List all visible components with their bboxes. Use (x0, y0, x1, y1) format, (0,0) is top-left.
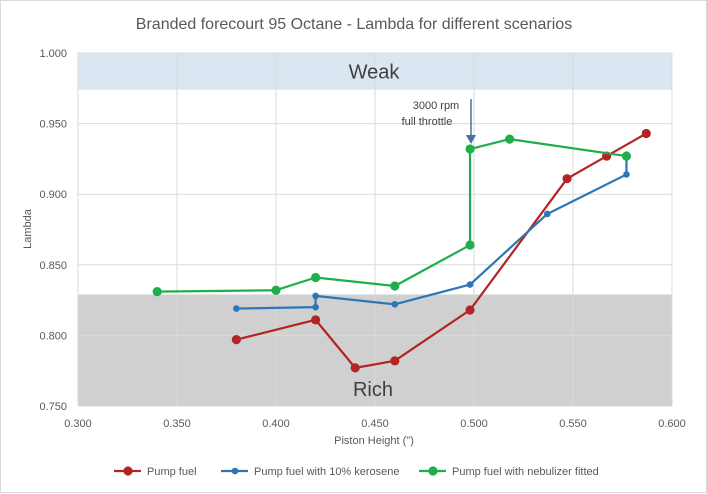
data-point (152, 287, 162, 297)
data-point (562, 174, 572, 184)
x-tick-label: 0.550 (559, 418, 587, 430)
x-tick-label: 0.300 (64, 418, 92, 430)
data-point (543, 210, 551, 218)
data-point (641, 128, 651, 139)
band-label-rich: Rich (353, 379, 393, 401)
data-point (623, 171, 630, 178)
y-axis-title: Lambda (22, 208, 34, 249)
legend: Pump fuel Pump fuel with 10% kerosene Pump… (114, 466, 599, 478)
y-tick-label: 0.850 (39, 260, 67, 272)
y-tick-label: 0.900 (39, 189, 67, 201)
series-line (236, 132, 647, 369)
y-tick-label: 0.800 (39, 330, 67, 342)
series-layer (152, 128, 651, 373)
series-0 (231, 128, 651, 373)
data-point (350, 363, 360, 373)
band-label-weak: Weak (349, 61, 401, 83)
x-tick-label: 0.600 (658, 418, 686, 430)
axes-labels: 0.300 0.350 0.400 0.450 0.500 0.550 0.600 0.750… (39, 48, 685, 430)
data-point (233, 305, 240, 312)
y-tick-label: 0.950 (39, 119, 67, 131)
annotation-layer: 3000 rpm full throttle (402, 99, 476, 144)
data-point (466, 281, 474, 288)
data-point (312, 303, 319, 311)
annotation-line2: full throttle (402, 116, 453, 128)
gridlines: Weak Rich (77, 52, 673, 407)
data-point (312, 292, 319, 300)
x-axis-title: Piston Height (") (334, 435, 414, 447)
data-point (465, 305, 475, 315)
legend-swatch-marker (123, 466, 133, 476)
x-tick-label: 0.350 (163, 418, 191, 430)
data-point (465, 240, 475, 250)
annotation-line1: 3000 rpm (413, 100, 459, 112)
data-point (231, 335, 241, 345)
legend-swatch-marker (231, 467, 239, 475)
chart-title: Branded forecourt 95 Octane - Lambda for… (136, 16, 572, 33)
y-tick-label: 0.750 (39, 401, 67, 413)
legend-label: Pump fuel with 10% kerosene (254, 466, 400, 478)
data-point (271, 285, 281, 295)
data-point (311, 315, 321, 325)
data-point (390, 356, 400, 366)
y-tick-label: 1.000 (39, 48, 67, 60)
legend-label: Pump fuel (147, 466, 197, 478)
data-point (390, 281, 400, 291)
x-tick-label: 0.450 (361, 418, 389, 430)
legend-swatch-marker (428, 466, 438, 476)
data-point (465, 144, 475, 154)
series-2 (152, 134, 632, 297)
data-point (391, 301, 399, 308)
x-tick-label: 0.500 (460, 418, 488, 430)
x-tick-label: 0.400 (262, 418, 290, 430)
series-line (157, 138, 627, 293)
legend-label: Pump fuel with nebulizer fitted (452, 466, 599, 478)
annotation-arrow-head (466, 135, 476, 144)
data-point (621, 151, 632, 161)
data-point (311, 272, 321, 283)
data-point (505, 134, 515, 144)
